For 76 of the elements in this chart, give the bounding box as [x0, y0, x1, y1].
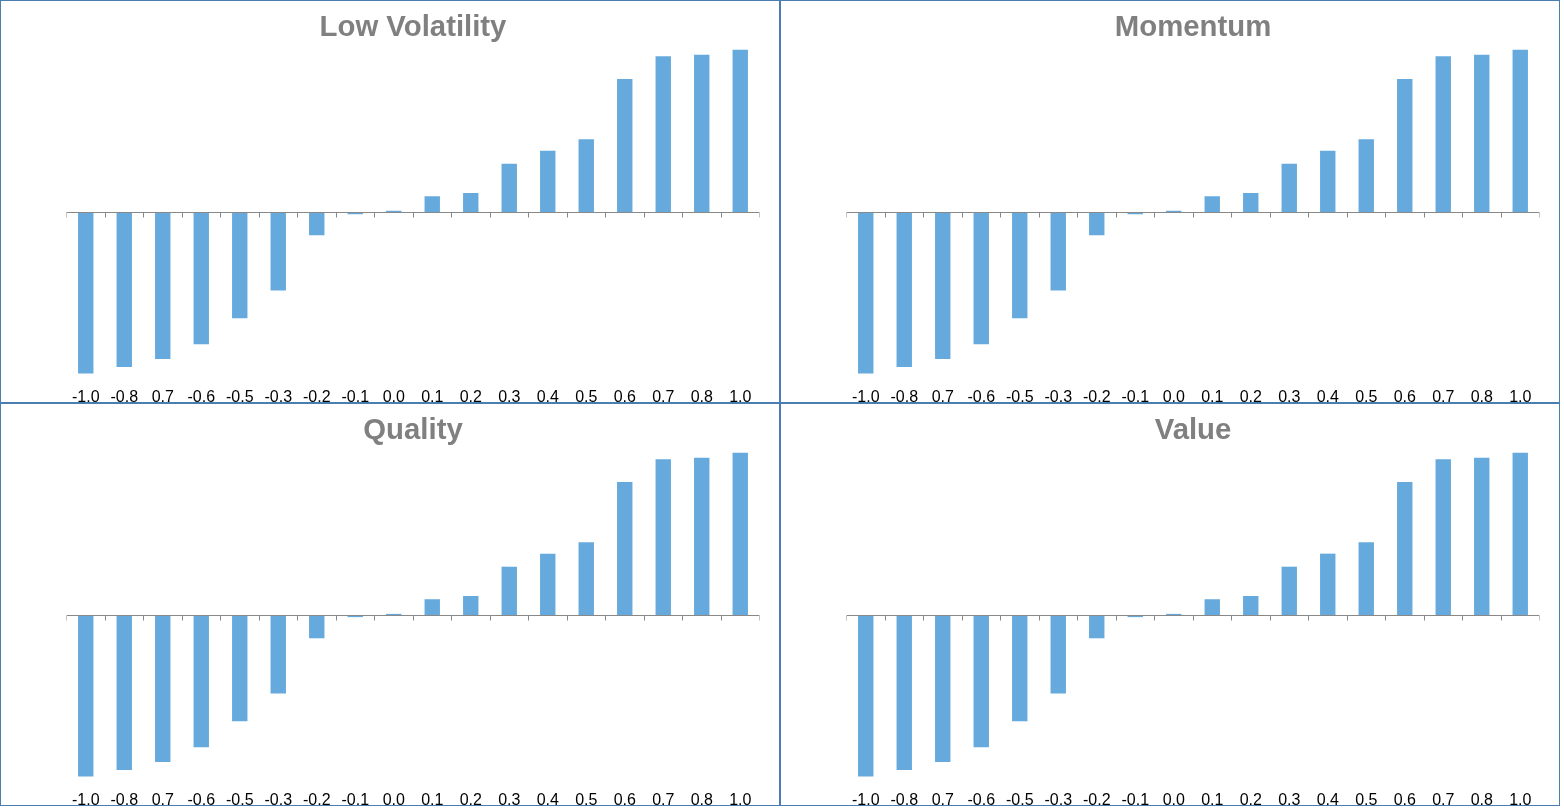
x-tick-label: 0.2	[459, 790, 482, 808]
x-tick-label: 0.6	[613, 387, 636, 405]
x-tick-label: 0.1	[1201, 790, 1224, 808]
x-tick-label: 0.8	[690, 790, 713, 808]
x-tick-label: -0.5	[225, 790, 254, 808]
x-tick-label: 0.0	[1162, 387, 1185, 405]
chart-title: Low Volatility	[319, 8, 508, 42]
x-tick-label: -0.8	[890, 387, 919, 405]
x-tick-label: 0.5	[575, 790, 598, 808]
x-tick-label: -0.3	[264, 790, 293, 808]
x-tick-label: 0.8	[690, 387, 713, 405]
x-tick-label: -0.8	[890, 790, 919, 808]
x-tick-label: -1.0	[851, 387, 880, 405]
x-tick-label: 1.0	[729, 387, 752, 405]
x-tick-label: 0.6	[1393, 387, 1416, 405]
x-tick-label: 0.7	[151, 387, 174, 405]
x-tick-label: -0.5	[1005, 387, 1034, 405]
x-tick-label: -1.0	[71, 387, 100, 405]
x-tick-label: 0.7	[652, 790, 675, 808]
x-tick-label: 0.2	[1239, 790, 1262, 808]
x-tick-label: -0.6	[187, 790, 216, 808]
x-tick-label: -0.3	[264, 387, 293, 405]
chart-title: Momentum	[1114, 8, 1272, 42]
x-tick-label: -0.1	[341, 790, 370, 808]
x-tick-label: -0.5	[1005, 790, 1034, 808]
x-tick-label: -0.3	[1044, 790, 1073, 808]
x-tick-label: -0.2	[1082, 790, 1111, 808]
x-tick-label: -0.6	[967, 387, 996, 405]
x-tick-label: 0.3	[1278, 387, 1301, 405]
x-tick-label: -0.8	[110, 790, 139, 808]
x-tick-label: 1.0	[1509, 387, 1532, 405]
x-tick-label: -0.2	[302, 790, 331, 808]
x-tick-label: -0.2	[302, 387, 331, 405]
x-tick-label: 0.7	[151, 790, 174, 808]
x-tick-label: 0.7	[1432, 387, 1455, 405]
x-tick-label: 0.8	[1470, 387, 1493, 405]
x-tick-label: 0.7	[931, 387, 954, 405]
x-tick-label: -0.3	[1044, 387, 1073, 405]
x-tick-label: -0.2	[1082, 387, 1111, 405]
x-tick-label: 0.0	[382, 790, 405, 808]
x-tick-label: 0.1	[421, 387, 444, 405]
x-tick-label: -0.1	[341, 387, 370, 405]
x-tick-label: -0.1	[1121, 387, 1150, 405]
x-tick-label: 0.1	[1201, 387, 1224, 405]
x-tick-label: -0.6	[967, 790, 996, 808]
x-tick-label: 0.5	[1355, 790, 1378, 808]
x-tick-label: 0.7	[652, 387, 675, 405]
x-tick-label: -0.5	[225, 387, 254, 405]
x-tick-label: 0.4	[1316, 387, 1339, 405]
x-tick-label: 0.7	[1432, 790, 1455, 808]
x-tick-label: 0.0	[382, 387, 405, 405]
x-tick-label: 0.3	[498, 387, 521, 405]
chart-title: Value	[1154, 411, 1232, 445]
x-tick-label: 0.5	[1355, 387, 1378, 405]
x-tick-label: 0.2	[1239, 387, 1262, 405]
x-tick-label: 0.4	[536, 790, 559, 808]
x-tick-label: 0.4	[1316, 790, 1339, 808]
x-tick-label: -0.8	[110, 387, 139, 405]
x-tick-label: 0.1	[421, 790, 444, 808]
x-tick-label: 0.0	[1162, 790, 1185, 808]
x-tick-label: 0.8	[1470, 790, 1493, 808]
x-tick-label: 0.5	[575, 387, 598, 405]
x-tick-label: 0.3	[498, 790, 521, 808]
x-tick-label: 0.3	[1278, 790, 1301, 808]
chart-title: Quality	[363, 411, 464, 445]
x-tick-label: -0.1	[1121, 790, 1150, 808]
x-tick-label: -0.6	[187, 387, 216, 405]
x-tick-label: 1.0	[1509, 790, 1532, 808]
x-tick-label: 0.7	[931, 790, 954, 808]
x-tick-label: 0.2	[459, 387, 482, 405]
x-tick-label: 0.4	[536, 387, 559, 405]
x-tick-label: -1.0	[851, 790, 880, 808]
x-tick-label: 0.6	[1393, 790, 1416, 808]
x-tick-label: -1.0	[71, 790, 100, 808]
x-tick-label: 1.0	[729, 790, 752, 808]
x-tick-label: 0.6	[613, 790, 636, 808]
